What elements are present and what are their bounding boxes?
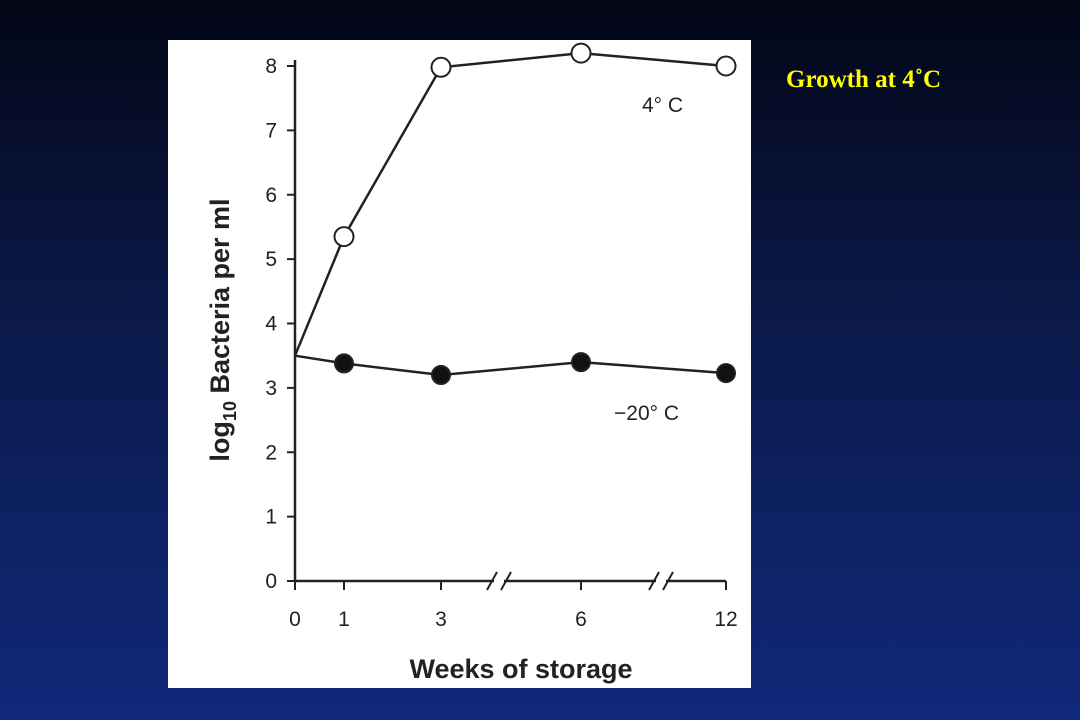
y-tick-label-2: 2 (265, 441, 277, 464)
series-0-point-3 (570, 42, 592, 64)
series-1-point-2 (431, 365, 451, 385)
y-axis-title-main: log (205, 421, 235, 462)
y-tick-label-6: 6 (265, 184, 277, 207)
x-axis-break-1-b (662, 571, 674, 591)
y-tick-label-4: 4 (265, 313, 277, 336)
x-axis-break-0-b (500, 571, 512, 591)
x-axis-break-0-a (486, 571, 498, 591)
chart-series-markers (333, 42, 737, 385)
y-tick-label-5: 5 (265, 248, 277, 271)
series-1-point-3 (571, 352, 591, 373)
y-tick-label-1: 1 (265, 506, 277, 529)
x-axis-title: Weeks of storage (409, 654, 632, 684)
x-tick-label-12: 12 (714, 608, 737, 631)
y-tick-label-3: 3 (265, 377, 277, 400)
series-0-point-2 (430, 56, 452, 78)
series-label-minus20c: −20° C (614, 402, 679, 425)
y-tick-label-7: 7 (265, 119, 277, 142)
y-axis-title-rest: Bacteria per ml (205, 198, 235, 401)
x-axis-break-1-a (648, 571, 660, 591)
series-line-1 (294, 354, 727, 377)
x-tick-label-1: 1 (338, 608, 350, 631)
slide-title: Growth at 4˚C (786, 66, 942, 93)
x-tick-label-3: 3 (435, 608, 447, 631)
series-1-point-4 (716, 363, 736, 384)
series-0-point-4 (715, 55, 737, 77)
y-tick-label-8: 8 (265, 55, 277, 78)
series-0-point-1 (333, 226, 355, 248)
series-label-4c: 4° C (642, 94, 683, 117)
x-tick-label-0: 0 (289, 608, 301, 631)
series-1-point-1 (334, 353, 354, 374)
y-axis-title-subscript: 10 (220, 401, 240, 421)
y-axis-title: log10 Bacteria per ml (205, 198, 240, 461)
x-tick-label-6: 6 (575, 608, 587, 631)
y-tick-label-0: 0 (265, 570, 277, 593)
chart-panel: 0 1 2 3 4 5 6 7 8 0 1 3 6 12 4° C −20° C Weeks of sto… (168, 40, 751, 688)
